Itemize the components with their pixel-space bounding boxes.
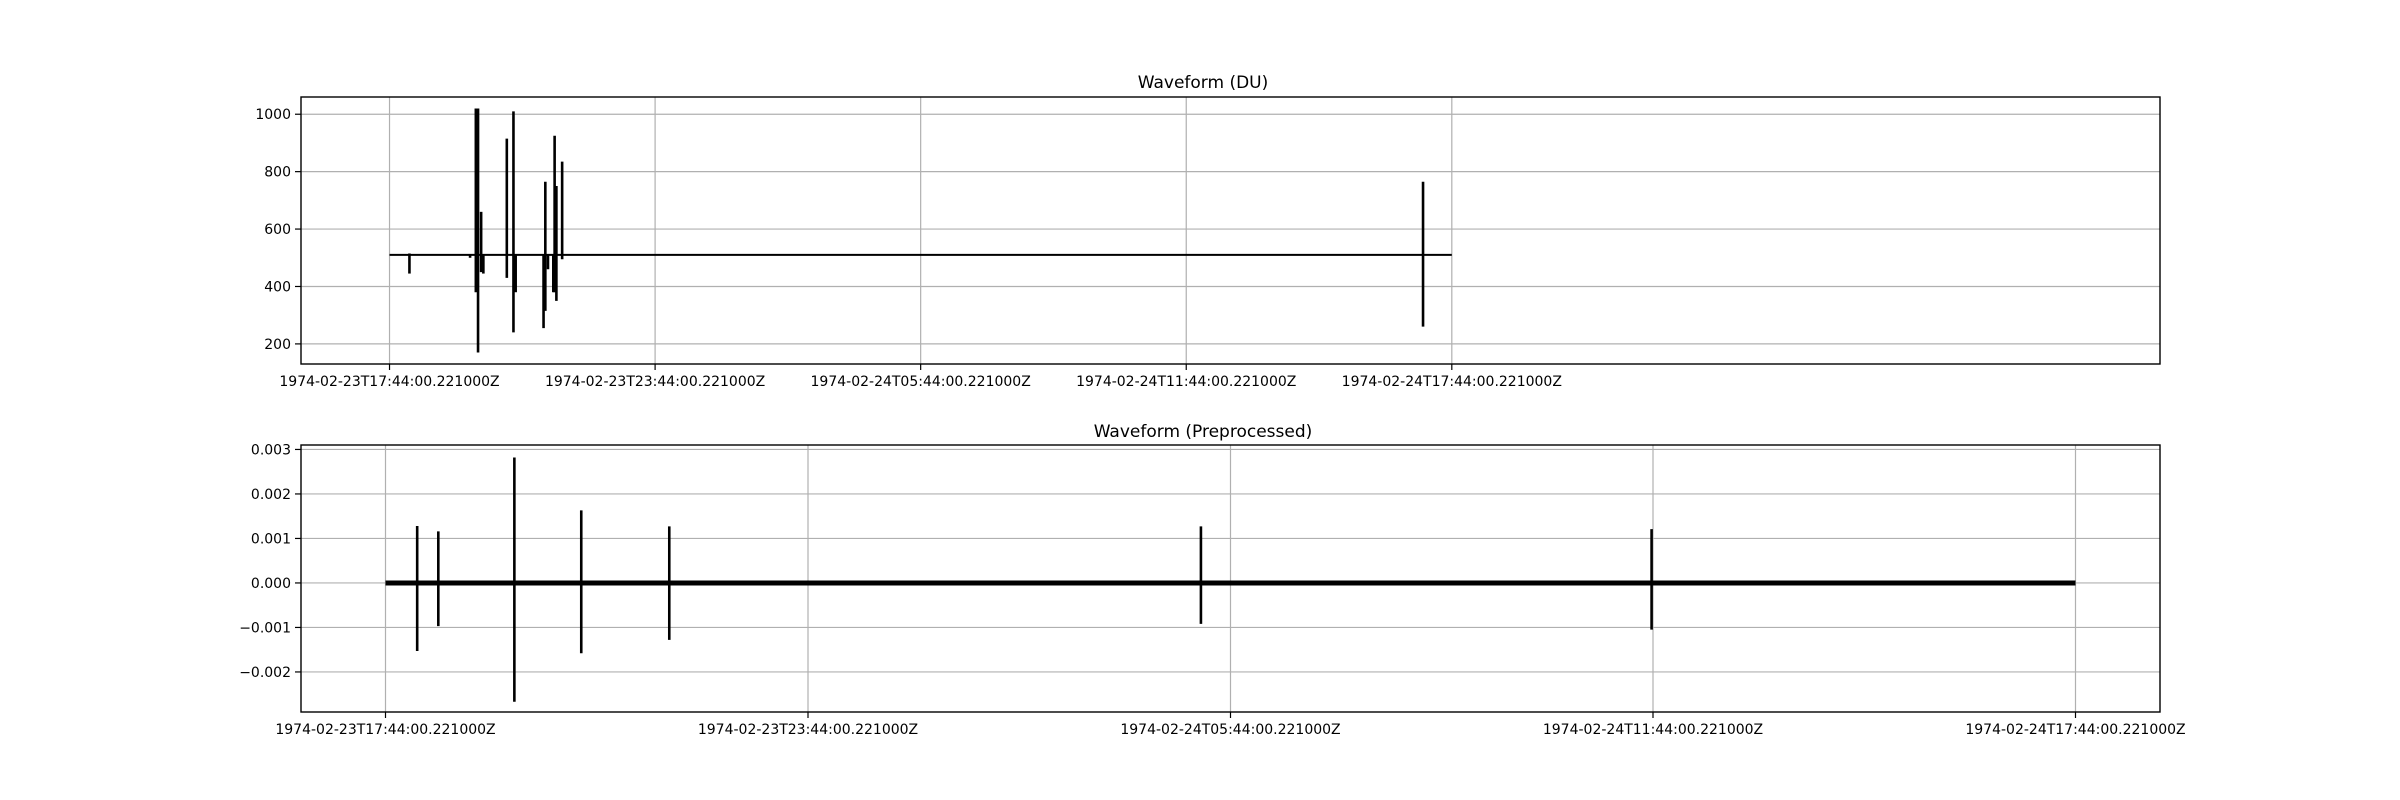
preprocessed-y-tick-label: 0.002	[251, 487, 291, 503]
preprocessed-y-tick-label: −0.001	[239, 620, 291, 636]
preprocessed-x-tick-label: 1974-02-24T05:44:00.221000Z	[1120, 722, 1340, 738]
preprocessed-y-tick-label: −0.002	[239, 665, 291, 681]
du-x-tick-label: 1974-02-24T17:44:00.221000Z	[1342, 374, 1562, 390]
preprocessed-waveform-title: Waveform (Preprocessed)	[1094, 422, 1313, 442]
preprocessed-x-tick-label: 1974-02-23T23:44:00.221000Z	[698, 722, 918, 738]
du-axes-frame	[300, 96, 2161, 365]
du-y-tick-label: 1000	[255, 107, 291, 123]
du-y-tick-label: 800	[264, 165, 291, 181]
preprocessed-y-tick-label: 0.001	[251, 531, 291, 547]
preprocessed-y-tick-label: 0.000	[251, 576, 291, 592]
du-waveform-title: Waveform (DU)	[1138, 73, 1269, 93]
du-y-tick-label: 200	[264, 337, 291, 353]
preprocessed-x-tick-label: 1974-02-24T17:44:00.221000Z	[1965, 722, 2185, 738]
preprocessed-y-tick-label: 0.003	[251, 442, 291, 458]
du-waveform-panel: Waveform (DU) 1974-02-23T17:44:00.221000…	[255, 73, 2161, 390]
preprocessed-x-tick-label: 1974-02-23T17:44:00.221000Z	[275, 722, 495, 738]
preprocessed-x-tick-label: 1974-02-24T11:44:00.221000Z	[1543, 722, 1763, 738]
du-y-tick-label: 600	[264, 222, 291, 238]
preprocessed-waveform-panel: Waveform (Preprocessed) 1974-02-23T17:44…	[239, 422, 2185, 738]
du-y-tick-label: 400	[264, 279, 291, 295]
du-x-tick-label: 1974-02-24T05:44:00.221000Z	[811, 374, 1031, 390]
du-x-tick-label: 1974-02-23T23:44:00.221000Z	[545, 374, 765, 390]
du-x-tick-label: 1974-02-24T11:44:00.221000Z	[1076, 374, 1296, 390]
du-x-tick-label: 1974-02-23T17:44:00.221000Z	[279, 374, 499, 390]
